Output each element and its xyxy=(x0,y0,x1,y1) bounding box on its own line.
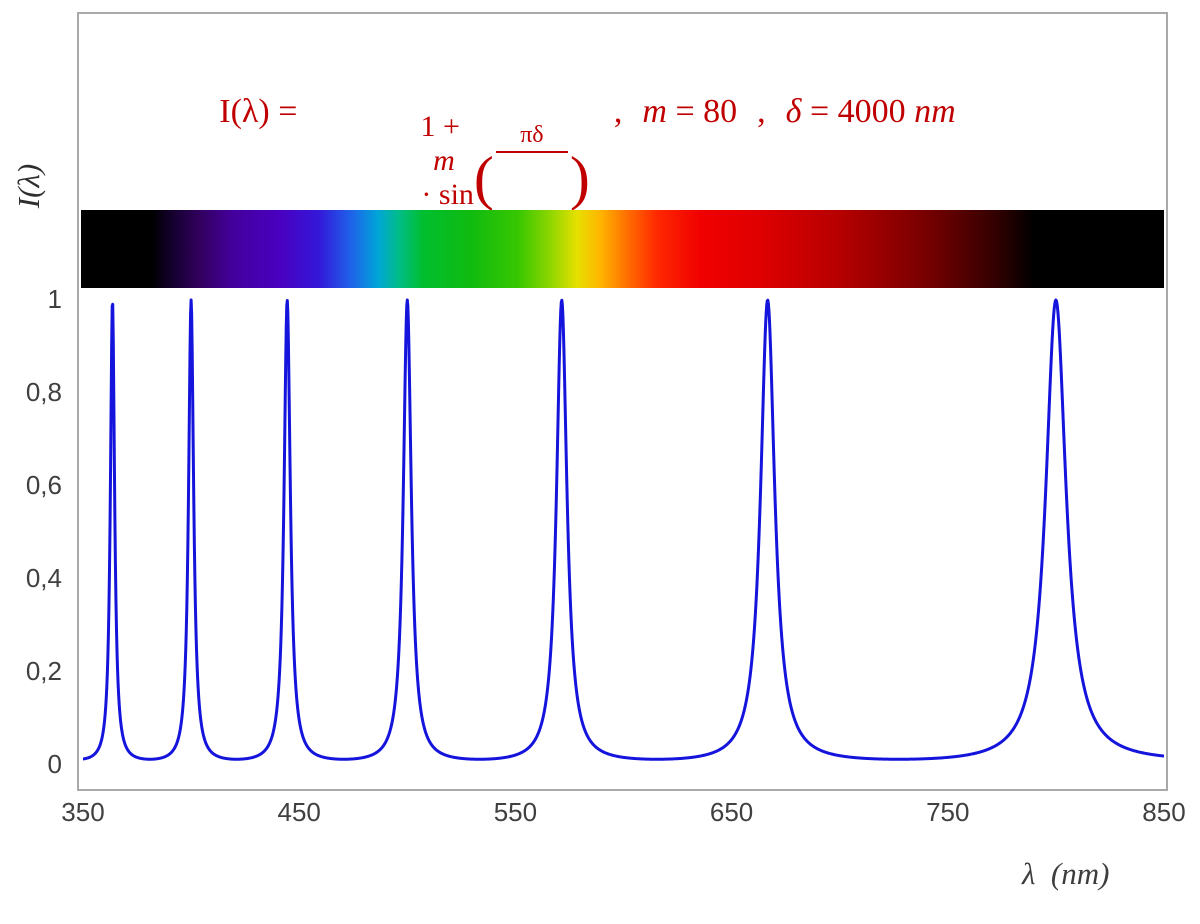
visible-spectrum-bar xyxy=(81,210,1164,288)
y-tick-label: 0,6 xyxy=(25,470,62,500)
y-tick-label: 0,8 xyxy=(25,377,62,407)
intensity-curve-line xyxy=(83,298,1164,761)
formula-m-var: m xyxy=(642,93,667,130)
y-tick-label: 0,2 xyxy=(25,656,62,686)
formula-den-one-plus: 1 + xyxy=(420,109,468,143)
y-tick-label: 0 xyxy=(47,749,62,779)
formula-comma-1: , xyxy=(613,93,623,130)
formula-den-m: m xyxy=(433,143,455,177)
formula-delta-var: δ xyxy=(785,93,802,130)
formula-m-value: = 80 xyxy=(666,93,738,130)
x-tick-label: 350 xyxy=(61,797,105,827)
x-tick-label: 650 xyxy=(709,797,754,827)
x-axis-title: λ (nm) xyxy=(1022,856,1110,891)
inner-fraction-numerator: πδ xyxy=(495,122,568,153)
x-tick-label: 550 xyxy=(493,797,538,827)
plot-svg xyxy=(83,298,1164,761)
y-axis-title: I(λ) xyxy=(11,163,46,209)
formula-den-sin: · sin xyxy=(413,177,474,211)
formula-comma-2: , xyxy=(757,93,766,130)
x-tick-label: 450 xyxy=(277,797,321,827)
y-tick-label: 1 xyxy=(47,284,62,314)
x-tick-label: 750 xyxy=(926,797,970,827)
x-tick-label: 850 xyxy=(1142,797,1186,827)
formula: I(λ) = 1 1 + m · sin 2 ( πδ λ ) xyxy=(79,32,1096,233)
formula-lhs: I(λ) = xyxy=(219,93,306,130)
formula-delta-unit: nm xyxy=(914,93,956,130)
chart-frame: I(λ) = 1 1 + m · sin 2 ( πδ λ ) xyxy=(77,12,1168,791)
y-tick-label: 0,4 xyxy=(25,563,62,593)
formula-delta-value: = 4000 xyxy=(801,93,915,130)
